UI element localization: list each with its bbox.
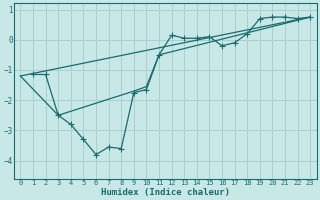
- X-axis label: Humidex (Indice chaleur): Humidex (Indice chaleur): [101, 188, 230, 197]
